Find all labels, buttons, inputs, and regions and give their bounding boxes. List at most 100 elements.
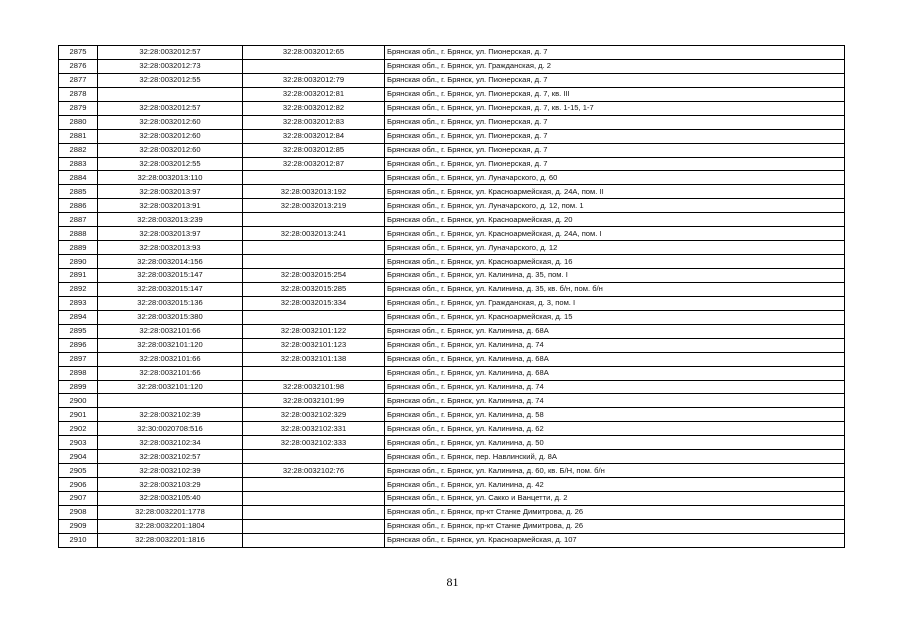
address-cell: Брянская обл., г. Брянск, ул. Калинина, … bbox=[384, 337, 845, 353]
address-cell: Брянская обл., г. Брянск, ул. Калинина, … bbox=[384, 351, 845, 367]
cadastral-number-cell: 32:28:0032201:1804 bbox=[97, 518, 243, 534]
cadastral-number-cell: 32:28:0032201:1778 bbox=[97, 504, 243, 520]
address-cell: Брянская обл., г. Брянск, ул. Красноарме… bbox=[384, 309, 845, 325]
table-row: 2902 32:30:0020708:516 32:28:0032102:331 Бр… bbox=[58, 421, 845, 437]
cadastral-number-cell: 32:28:0032012:55 bbox=[97, 156, 243, 172]
table-row: 2895 32:28:0032101:66 32:28:0032101:122 Бря… bbox=[58, 323, 845, 339]
row-number-cell: 2909 bbox=[58, 518, 98, 534]
table-row: 2901 32:28:0032102:39 32:28:0032102:329 Бря… bbox=[58, 407, 845, 423]
row-number-cell: 2906 bbox=[58, 477, 98, 492]
parent-cadastral-number-cell: 32:28:0032101:98 bbox=[242, 379, 385, 395]
table-row: 2898 32:28:0032101:66 Брянская обл., г. Бр… bbox=[58, 365, 845, 381]
parent-cadastral-number-cell: 32:28:0032101:122 bbox=[242, 323, 385, 339]
address-cell: Брянская обл., г. Брянск, ул. Калинина, … bbox=[384, 365, 845, 381]
row-number-cell: 2905 bbox=[58, 463, 98, 479]
address-cell: Брянская обл., г. Брянск, ул. Гражданска… bbox=[384, 295, 845, 311]
cadastral-number-cell: 32:28:0032102:39 bbox=[97, 463, 243, 479]
cadastral-number-cell: 32:28:0032101:120 bbox=[97, 337, 243, 353]
table-row: 2909 32:28:0032201:1804 Брянская обл., г. … bbox=[58, 518, 845, 534]
address-cell: Брянская обл., г. Брянск, ул. Красноарме… bbox=[384, 532, 845, 548]
row-number-cell: 2878 bbox=[58, 86, 98, 102]
row-number-cell: 2887 bbox=[58, 212, 98, 228]
address-cell: Брянская обл., г. Брянск, ул. Луначарско… bbox=[384, 240, 845, 256]
address-cell: Брянская обл., г. Брянск, ул. Красноарме… bbox=[384, 226, 845, 242]
table-row: 2893 32:28:0032015:136 32:28:0032015:334 Бр… bbox=[58, 295, 845, 311]
address-cell: Брянская обл., г. Брянск, ул. Пионерская… bbox=[384, 100, 845, 116]
parent-cadastral-number-cell: 32:28:0032012:65 bbox=[242, 45, 385, 60]
parent-cadastral-number-cell bbox=[242, 532, 385, 548]
address-cell: Брянская обл., г. Брянск, ул. Красноарме… bbox=[384, 212, 845, 228]
parent-cadastral-number-cell: 32:28:0032012:79 bbox=[242, 72, 385, 88]
table-row: 2885 32:28:0032013:97 32:28:0032013:192 Бря… bbox=[58, 184, 845, 200]
address-cell: Брянская обл., г. Брянск, ул. Пионерская… bbox=[384, 86, 845, 102]
address-cell: Брянская обл., г. Брянск, ул. Калинина, … bbox=[384, 477, 845, 492]
parent-cadastral-number-cell: 32:28:0032101:138 bbox=[242, 351, 385, 367]
parent-cadastral-number-cell: 32:28:0032101:99 bbox=[242, 393, 385, 409]
cadastral-number-cell: 32:28:0032101:66 bbox=[97, 351, 243, 367]
row-number-cell: 2885 bbox=[58, 184, 98, 200]
table-row: 2899 32:28:0032101:120 32:28:0032101:98 Бря… bbox=[58, 379, 845, 395]
parent-cadastral-number-cell: 32:28:0032102:76 bbox=[242, 463, 385, 479]
cadastral-number-cell: 32:28:0032013:239 bbox=[97, 212, 243, 228]
row-number-cell: 2908 bbox=[58, 504, 98, 520]
cadastral-number-cell: 32:28:0032013:97 bbox=[97, 226, 243, 242]
cadastral-number-cell: 32:28:0032102:34 bbox=[97, 435, 243, 451]
parent-cadastral-number-cell: 32:28:0032012:84 bbox=[242, 128, 385, 144]
table-row: 2886 32:28:0032013:91 32:28:0032013:219 Бря… bbox=[58, 198, 845, 214]
cadastral-number-cell: 32:28:0032012:73 bbox=[97, 58, 243, 74]
address-cell: Брянская обл., г. Брянск, ул. Пионерская… bbox=[384, 72, 845, 88]
table-row: 2882 32:28:0032012:60 32:28:0032012:85 Брян… bbox=[58, 142, 845, 158]
row-number-cell: 2893 bbox=[58, 295, 98, 311]
row-number-cell: 2877 bbox=[58, 72, 98, 88]
parent-cadastral-number-cell bbox=[242, 212, 385, 228]
parent-cadastral-number-cell: 32:28:0032012:81 bbox=[242, 86, 385, 102]
cadastral-number-cell bbox=[97, 86, 243, 102]
table-row: 2879 32:28:0032012:57 32:28:0032012:82 Брян… bbox=[58, 100, 845, 116]
parent-cadastral-number-cell: 32:28:0032012:85 bbox=[242, 142, 385, 158]
row-number-cell: 2875 bbox=[58, 45, 98, 60]
table-row: 2883 32:28:0032012:55 32:28:0032012:87 Брян… bbox=[58, 156, 845, 172]
cadastral-number-cell bbox=[97, 393, 243, 409]
row-number-cell: 2907 bbox=[58, 491, 98, 506]
cadastral-number-cell: 32:28:0032015:380 bbox=[97, 309, 243, 325]
parent-cadastral-number-cell bbox=[242, 518, 385, 534]
table-row: 2905 32:28:0032102:39 32:28:0032102:76 Брян… bbox=[58, 463, 845, 479]
row-number-cell: 2888 bbox=[58, 226, 98, 242]
parent-cadastral-number-cell: 32:28:0032013:192 bbox=[242, 184, 385, 200]
table-row: 2875 32:28:0032012:57 32:28:0032012:65 Брян… bbox=[58, 45, 845, 60]
table-row: 2878 32:28:0032012:81 Брянская обл., г. Бр… bbox=[58, 86, 845, 102]
table-row: 2884 32:28:0032013:110 Брянская обл., г. Б… bbox=[58, 170, 845, 186]
row-number-cell: 2891 bbox=[58, 268, 98, 283]
row-number-cell: 2901 bbox=[58, 407, 98, 423]
table-row: 2908 32:28:0032201:1778 Брянская обл., г. … bbox=[58, 504, 845, 520]
cadastral-number-cell: 32:28:0032012:60 bbox=[97, 128, 243, 144]
table-row: 2880 32:28:0032012:60 32:28:0032012:83 Брян… bbox=[58, 114, 845, 130]
cadastral-number-cell: 32:28:0032013:110 bbox=[97, 170, 243, 186]
parent-cadastral-number-cell: 32:28:0032102:329 bbox=[242, 407, 385, 423]
row-number-cell: 2889 bbox=[58, 240, 98, 256]
row-number-cell: 2880 bbox=[58, 114, 98, 130]
row-number-cell: 2883 bbox=[58, 156, 98, 172]
cadastral-number-cell: 32:28:0032012:57 bbox=[97, 45, 243, 60]
address-cell: Брянская обл., г. Брянск, ул. Калинина, … bbox=[384, 393, 845, 409]
table-row: 2892 32:28:0032015:147 32:28:0032015:285 Бр… bbox=[58, 281, 845, 297]
cadastral-number-cell: 32:28:0032101:120 bbox=[97, 379, 243, 395]
row-number-cell: 2899 bbox=[58, 379, 98, 395]
address-cell: Брянская обл., г. Брянск, ул. Пионерская… bbox=[384, 114, 845, 130]
row-number-cell: 2892 bbox=[58, 281, 98, 297]
parent-cadastral-number-cell: 32:28:0032013:241 bbox=[242, 226, 385, 242]
address-cell: Брянская обл., г. Брянск, ул. Калинина, … bbox=[384, 379, 845, 395]
table-row: 2903 32:28:0032102:34 32:28:0032102:333 Бря… bbox=[58, 435, 845, 451]
cadastral-number-cell: 32:28:0032015:136 bbox=[97, 295, 243, 311]
address-cell: Брянская обл., г. Брянск, ул. Пионерская… bbox=[384, 45, 845, 60]
cadastral-number-cell: 32:30:0020708:516 bbox=[97, 421, 243, 437]
table-row: 2876 32:28:0032012:73 Брянская обл., г. Бр… bbox=[58, 58, 845, 74]
row-number-cell: 2900 bbox=[58, 393, 98, 409]
cadastral-number-cell: 32:28:0032012:60 bbox=[97, 142, 243, 158]
row-number-cell: 2886 bbox=[58, 198, 98, 214]
address-cell: Брянская обл., г. Брянск, ул. Гражданска… bbox=[384, 58, 845, 74]
table-row: 2900 32:28:0032101:99 Брянская обл., г. Бр… bbox=[58, 393, 845, 409]
address-cell: Брянская обл., г. Брянск, пер. Навлински… bbox=[384, 449, 845, 465]
row-number-cell: 2902 bbox=[58, 421, 98, 437]
table-row: 2907 32:28:0032105:40 Брянская обл., г. Бр… bbox=[58, 491, 845, 506]
